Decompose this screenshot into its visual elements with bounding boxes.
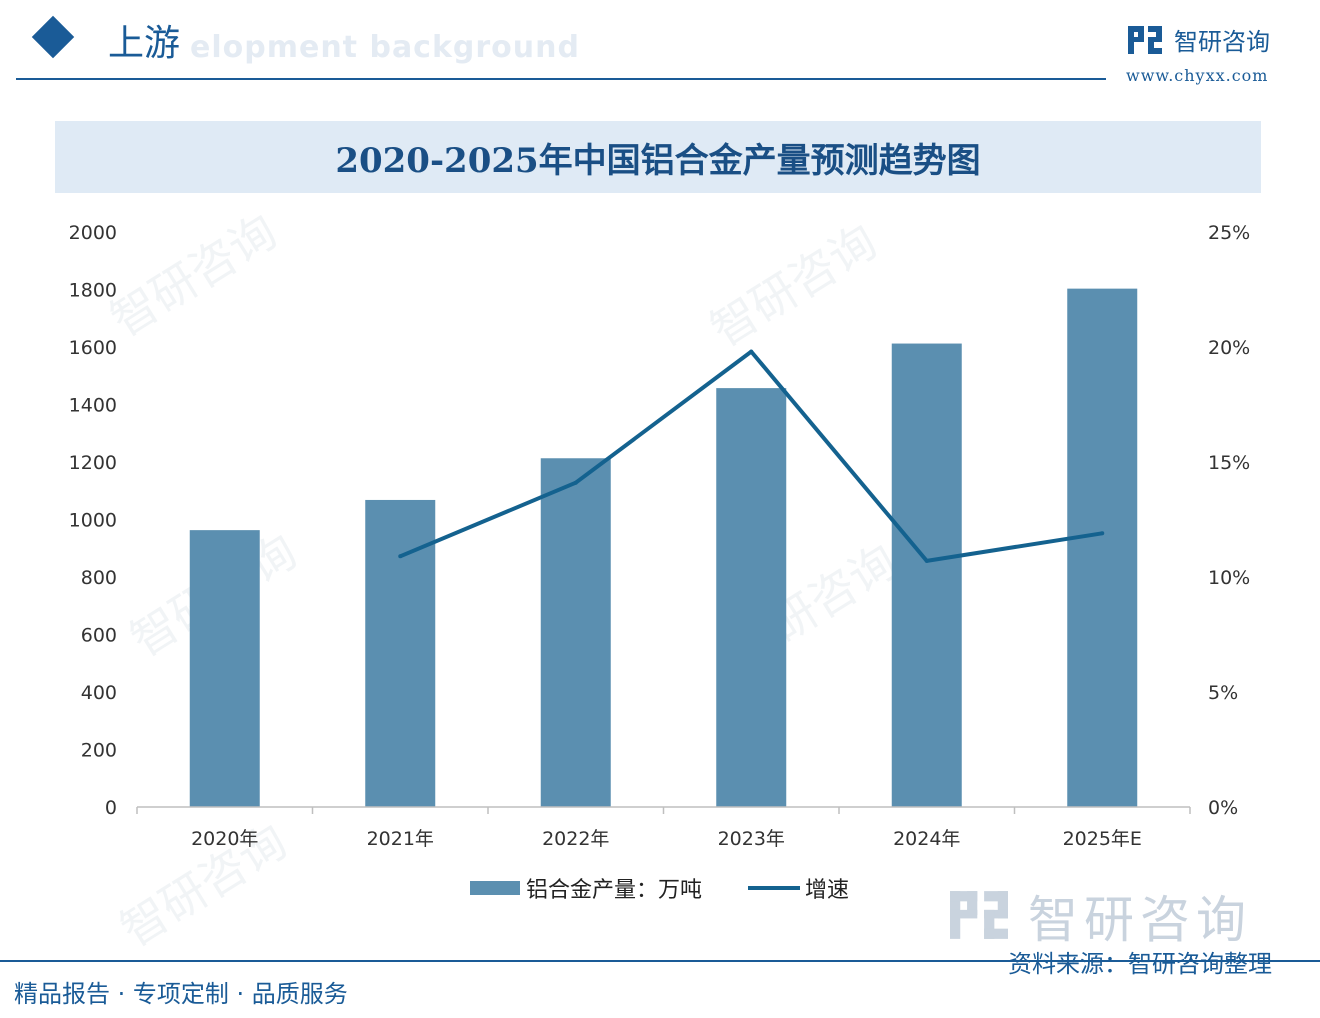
legend-bar-swatch (470, 881, 520, 895)
y-right-tick-label: 5% (1208, 682, 1238, 704)
y-left-tick-label: 1600 (69, 337, 117, 359)
y-left-tick-label: 1800 (69, 280, 117, 302)
line-series (398, 349, 1105, 563)
y-left-tick-label: 0 (105, 797, 117, 819)
bar (891, 343, 962, 807)
brand-url[interactable]: www.chyxx.com (1126, 66, 1269, 85)
x-tick-label: 2020年 (191, 828, 258, 850)
y-left-tick-label: 2000 (69, 222, 117, 244)
brand-logo-icon (1128, 26, 1162, 54)
y-left-tick-label: 800 (81, 567, 117, 589)
bar (716, 388, 787, 807)
bar (540, 458, 611, 807)
y-left-tick-label: 1200 (69, 452, 117, 474)
footer-divider (0, 960, 1320, 962)
brand-name: 智研咨询 (1174, 28, 1270, 56)
x-axis-line (136, 806, 1191, 814)
chart-title-band: 2020-2025年中国铝合金产量预测趋势图 (55, 121, 1261, 193)
growth-point (924, 558, 929, 563)
y-axis-right: 0% 5% 10% 15% 20% 25% (1208, 222, 1250, 819)
y-right-tick-label: 0% (1208, 797, 1238, 819)
footer-tagline: 精品报告 · 专项定制 · 品质服务 (14, 980, 348, 1008)
y-left-tick-label: 400 (81, 682, 117, 704)
bar (1067, 288, 1138, 807)
watermark-brand-text: 智研咨询 (1028, 891, 1252, 949)
legend-bar-label: 铝合金产量：万吨 (526, 878, 702, 903)
legend-line-label: 增速 (805, 878, 849, 903)
bar (365, 499, 436, 807)
source-note: 资料来源：智研咨询整理 (1008, 950, 1272, 978)
x-tick-label: 2024年 (893, 828, 960, 850)
chart-title: 2020-2025年中国铝合金产量预测趋势图 (335, 140, 981, 181)
bar (189, 530, 260, 807)
growth-point (573, 480, 578, 485)
growth-point (749, 349, 754, 354)
y-left-tick-label: 600 (81, 625, 117, 647)
y-right-tick-label: 10% (1208, 567, 1250, 589)
y-right-tick-label: 25% (1208, 222, 1250, 244)
section-background-text: elopment background (190, 30, 580, 65)
y-left-tick-label: 1000 (69, 510, 117, 532)
y-left-tick-label: 200 (81, 740, 117, 762)
watermark-logo-icon (950, 888, 1008, 942)
x-tick-label: 2025年E (1063, 828, 1142, 850)
x-tick-label: 2022年 (542, 828, 609, 850)
y-right-tick-label: 15% (1208, 452, 1250, 474)
x-axis: 2020年 2021年 2022年 2023年 2024年 2025年E (191, 828, 1142, 850)
y-right-tick-label: 20% (1208, 337, 1250, 359)
bar-series (189, 288, 1138, 807)
growth-point (1100, 531, 1105, 536)
x-tick-label: 2021年 (367, 828, 434, 850)
y-left-tick-label: 1400 (69, 395, 117, 417)
y-axis-left: 0 200 400 600 800 1000 1200 1400 1600 1800 2000 (69, 222, 117, 819)
page-header: elopment background 上游 智研咨询 www.chyxx.co… (0, 0, 1320, 110)
x-tick-label: 2023年 (718, 828, 785, 850)
chart-legend: 铝合金产量：万吨 增速 (470, 878, 849, 903)
section-title: 上游 (108, 23, 181, 64)
header-divider (16, 78, 1106, 80)
growth-point (398, 554, 403, 559)
